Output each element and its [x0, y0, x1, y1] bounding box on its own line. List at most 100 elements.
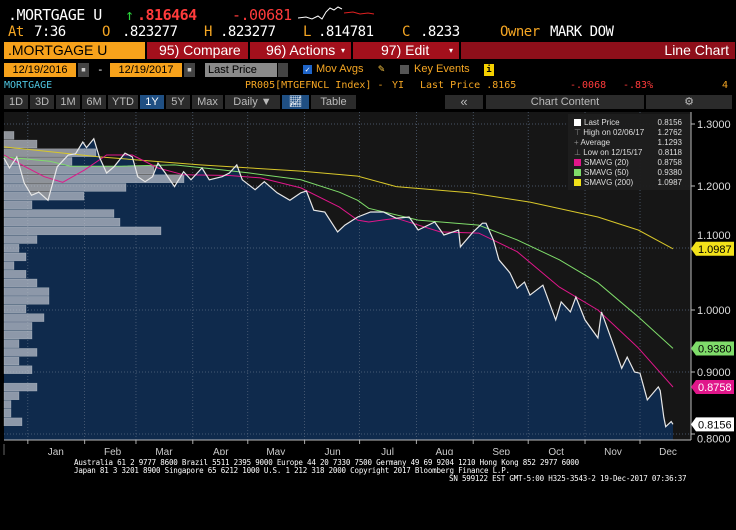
y-tick-label: 1.3000 [697, 119, 731, 131]
field-select[interactable]: Last Price [205, 63, 277, 77]
value-tag [691, 241, 734, 256]
field-dropdown-icon[interactable] [278, 63, 288, 77]
legend-item: ⊥ Low on 12/15/17 0.8118 [574, 148, 686, 157]
series-line-smavg-50 [3, 156, 674, 349]
x-tick-label: Dec [659, 447, 677, 455]
ticker-name: .MORTGAGE U [8, 6, 102, 24]
actions-label: 96) Actions [266, 42, 336, 58]
price-distribution-bar [3, 252, 27, 262]
info-pct-change: -.83% [623, 80, 654, 91]
x-tick-label: Jan [48, 447, 64, 455]
price-distribution-bar [3, 304, 27, 314]
price-distribution-bar [3, 217, 121, 227]
price-distribution-bar [3, 391, 20, 400]
edit-button[interactable]: 97) Edit ▾ [353, 42, 459, 59]
start-date-field[interactable]: 12/19/2016 [4, 63, 76, 77]
key-events-label: Key Events [414, 63, 470, 75]
average-marker-icon: + [574, 138, 581, 147]
x-tick-label: Aug [435, 447, 453, 455]
legend-item: Last Price 0.8156 [574, 118, 686, 127]
chart-legend: Last Price 0.8156 ⊤ High on 02/06/17 1.2762… [568, 114, 690, 190]
info-last-price: Last Price .8165 [420, 80, 517, 91]
legend-value: 1.1293 [657, 138, 682, 147]
end-date-field[interactable]: 12/19/2017 [110, 63, 182, 77]
price-distribution-bar [3, 183, 127, 192]
pencil-icon[interactable]: ✎ [378, 62, 385, 75]
legend-swatch [574, 159, 581, 166]
period-ytd-button[interactable]: YTD [108, 95, 138, 109]
price-distribution-bar [3, 313, 45, 322]
high-value: .823277 [220, 24, 276, 40]
high-marker-icon: ⊤ [574, 128, 584, 137]
low-label: L [303, 24, 311, 40]
legend-swatch [574, 179, 581, 186]
legend-item: SMAVG (200) 1.0987 [574, 178, 686, 187]
legend-label: Last Price [584, 118, 620, 127]
price-distribution-bar [3, 261, 15, 270]
chart-type-selector[interactable]: Line Chart [461, 42, 735, 59]
yi-label: YI [392, 80, 405, 91]
open-value: .823277 [122, 24, 178, 40]
period-max-button[interactable]: Max [192, 95, 223, 109]
last-price: .816464 [137, 6, 197, 24]
collapse-button[interactable]: « [445, 95, 483, 109]
x-tick-label: Oct [548, 447, 564, 455]
period-1d-button[interactable]: 1D [4, 95, 28, 109]
period-1m-button[interactable]: 1M [56, 95, 80, 109]
period-3d-button[interactable]: 3D [30, 95, 54, 109]
price-distribution-bar [3, 322, 33, 331]
price-distribution-bar [3, 408, 12, 418]
x-tick-label: May [266, 447, 285, 455]
price-distribution-bar [3, 296, 50, 305]
legend-label: Average [580, 138, 611, 147]
x-tick-label: Sep [492, 447, 510, 455]
security-description: PR005[MTGEFNCL Index] - [245, 80, 384, 91]
legend-item: + Average 1.1293 [574, 138, 686, 147]
frequency-select[interactable]: Daily ▼ [225, 95, 280, 109]
price-distribution-bar [3, 365, 33, 374]
security-tab[interactable]: .MORTGAGE U Index [4, 42, 145, 75]
chart-content-button[interactable]: Chart Content [486, 95, 644, 109]
at-label: At [8, 24, 24, 40]
legend-swatch [574, 169, 581, 176]
legend-item: SMAVG (20) 0.8758 [574, 158, 686, 167]
price-distribution-bar [3, 244, 20, 253]
price-distribution-bar [3, 287, 50, 296]
price-distribution-bar [3, 226, 162, 236]
open-label: O [102, 24, 110, 40]
legend-label: High on 02/06/17 [583, 128, 645, 137]
sparkline [298, 6, 375, 20]
price-distribution-bar [3, 174, 185, 183]
low-marker-icon: ⊥ [574, 148, 584, 157]
compare-button[interactable]: 95) Compare [147, 42, 248, 59]
legend-item: ⊤ High on 02/06/17 1.2762 [574, 128, 686, 137]
period-6m-button[interactable]: 6M [82, 95, 106, 109]
period-1y-button[interactable]: 1Y [140, 95, 164, 109]
calendar-icon[interactable]: ▪ [184, 63, 195, 77]
calendar-icon[interactable]: ▪ [78, 63, 89, 77]
settings-gear-icon[interactable]: ⚙ [646, 95, 732, 109]
price-area-fill [4, 138, 673, 441]
price-distribution-bar [3, 348, 38, 357]
key-events-checkbox[interactable] [400, 65, 409, 74]
period-5y-button[interactable]: 5Y [166, 95, 190, 109]
footer-session-line: SN 599122 EST GMT-5:00 H325-3543-2 19-De… [449, 474, 687, 483]
table-button[interactable]: Table [311, 95, 356, 109]
price-distribution-bar [3, 200, 33, 210]
legend-label: SMAVG (200) [584, 178, 634, 187]
line-chart-icon[interactable]: 📈︎ [282, 95, 309, 109]
actions-button[interactable]: 96) Actions ▾ [250, 42, 351, 59]
y-tick-label: 1.0000 [697, 305, 731, 317]
price-distribution-bar [3, 356, 20, 366]
chart-type-label: Line Chart [664, 42, 729, 58]
price-distribution-bar [3, 209, 115, 218]
price-distribution-bar [3, 235, 38, 244]
info-icon[interactable]: i [484, 64, 494, 76]
x-tick-label: Jun [325, 447, 341, 455]
mov-avgs-checkbox[interactable]: ✓ [303, 65, 312, 74]
x-tick-label: Feb [104, 447, 122, 455]
value-tag-label: 0.8758 [698, 382, 732, 394]
y-tick-label: 1.2000 [697, 181, 731, 193]
legend-label: SMAVG (50) [584, 168, 629, 177]
legend-label: SMAVG (20) [584, 158, 629, 167]
